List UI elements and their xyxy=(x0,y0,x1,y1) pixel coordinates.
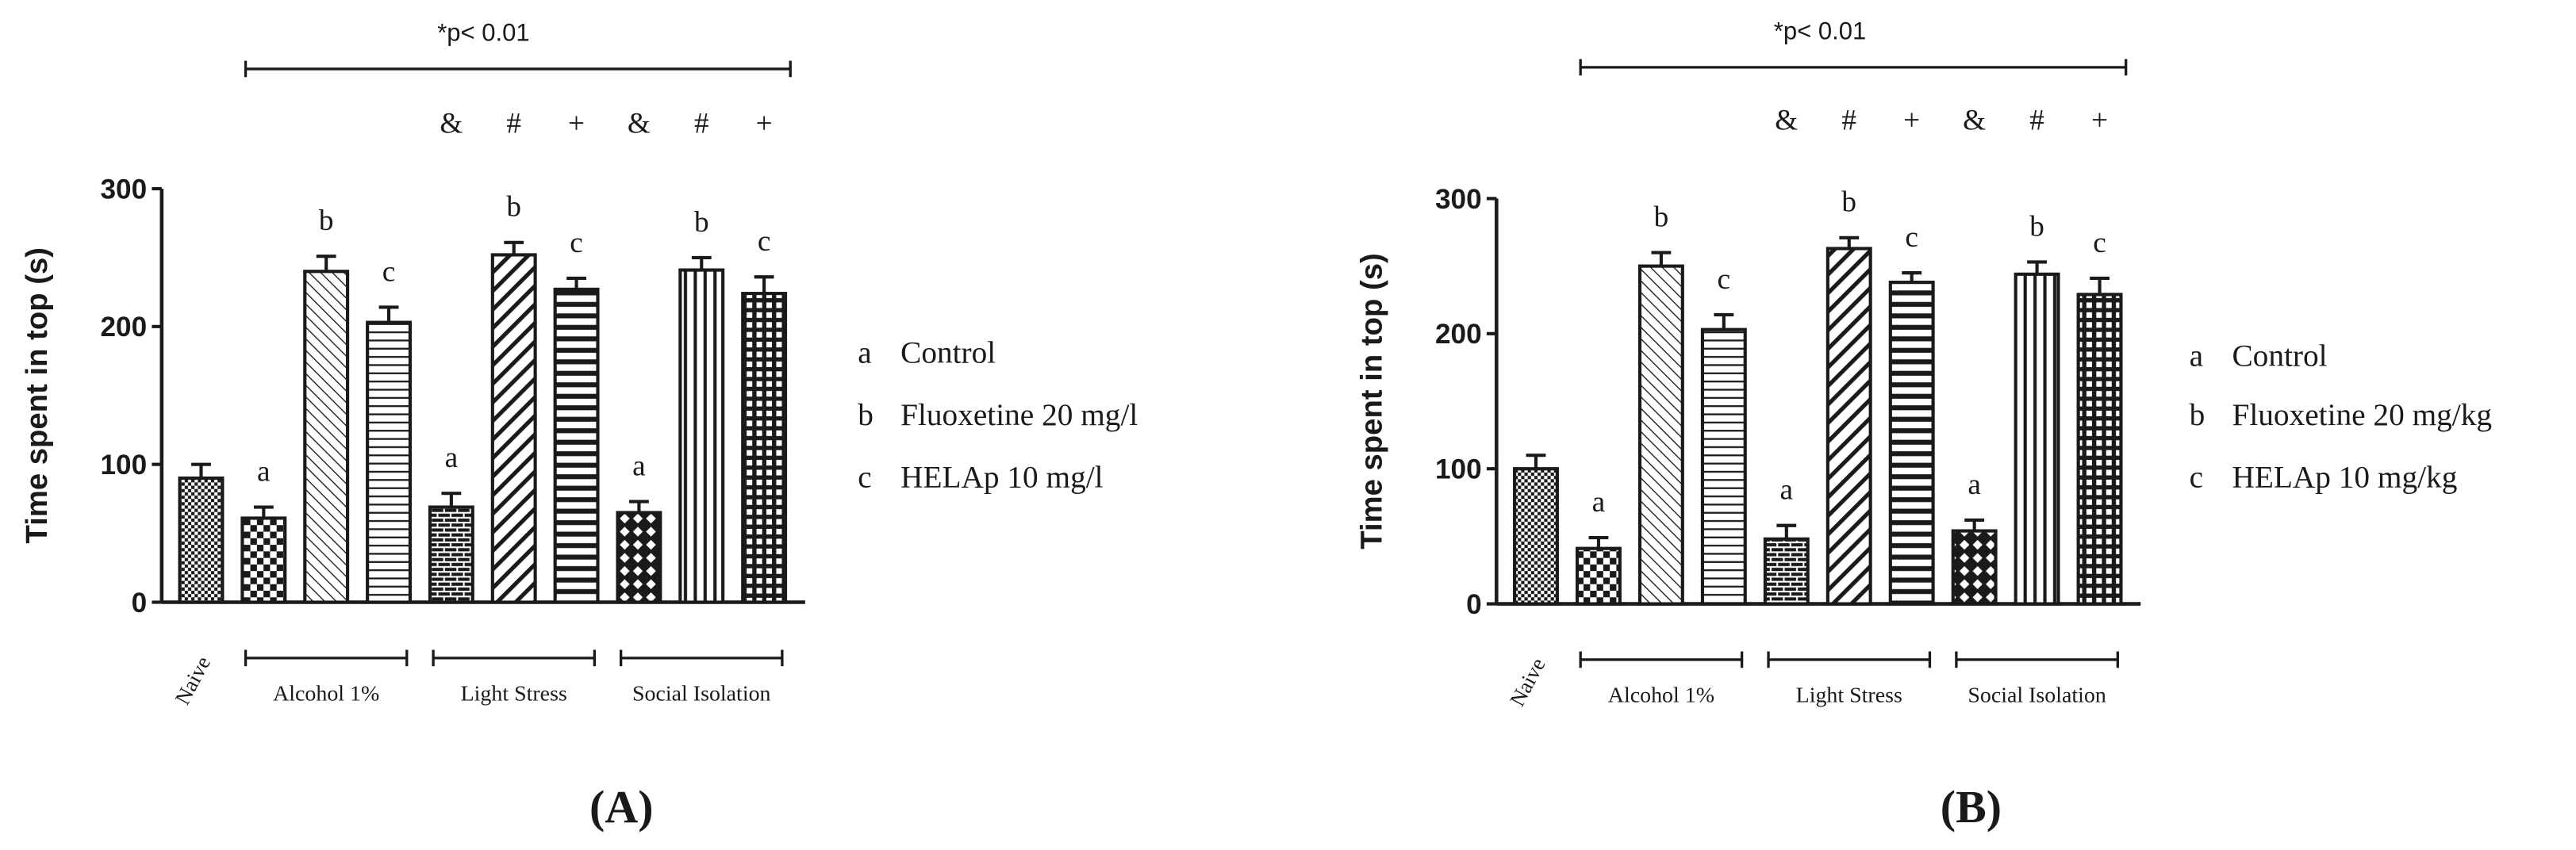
group-label: Light Stress xyxy=(461,682,567,706)
legend-text: Fluoxetine 20 mg/l xyxy=(900,397,1138,432)
significance-label: *p< 0.01 xyxy=(1774,17,1866,45)
significance-symbol: # xyxy=(2029,104,2044,136)
legend-key: a xyxy=(2190,338,2203,373)
bar-label: c xyxy=(1718,263,1731,296)
significance-symbol: # xyxy=(506,108,521,140)
bar-label: a xyxy=(1968,469,1981,501)
group-label: Alcohol 1% xyxy=(1608,683,1714,708)
significance-symbol: & xyxy=(628,108,651,140)
bar xyxy=(428,505,474,604)
significance-symbol: + xyxy=(1903,104,1920,136)
bar-label: b xyxy=(694,206,709,239)
legend-key: b xyxy=(858,397,873,432)
bar-label: c xyxy=(758,225,771,258)
significance-symbol: & xyxy=(440,108,463,140)
bar-label: b xyxy=(1654,201,1669,233)
significance-symbol: & xyxy=(1775,104,1798,136)
bar-label: a xyxy=(445,442,459,474)
bar-label: b xyxy=(1841,186,1856,219)
bar xyxy=(678,268,725,604)
y-tick-label: 300 xyxy=(1435,184,1482,215)
legend-key: c xyxy=(2190,460,2203,495)
group-label: Alcohol 1% xyxy=(273,682,379,706)
bar xyxy=(303,270,350,604)
y-axis-label: Time spent in top (s) xyxy=(1354,253,1388,549)
y-tick-label: 200 xyxy=(1435,319,1482,350)
y-tick-label: 0 xyxy=(132,588,148,618)
group-label: Social Isolation xyxy=(1968,683,2106,708)
bar xyxy=(240,516,287,604)
bar xyxy=(741,292,788,604)
group-label-naive: Naive xyxy=(1505,654,1550,710)
significance-symbol: + xyxy=(568,108,585,140)
bar xyxy=(2014,272,2060,606)
bar xyxy=(178,476,225,604)
bar-label: a xyxy=(632,450,646,482)
bar-label: c xyxy=(382,255,396,288)
group-label-naive: Naive xyxy=(171,653,216,709)
bar xyxy=(1637,264,1684,606)
significance-label: *p< 0.01 xyxy=(437,19,529,47)
significance-symbol: & xyxy=(1963,104,1986,136)
bar xyxy=(1763,537,1810,606)
y-axis-label: Time spent in top (s) xyxy=(20,247,54,543)
significance-symbol: # xyxy=(1841,104,1856,136)
bar xyxy=(490,253,537,604)
significance-symbol: + xyxy=(756,108,773,140)
y-tick-label: 300 xyxy=(101,174,148,205)
bar xyxy=(1575,546,1622,606)
bar-label: c xyxy=(1905,221,1918,254)
bar-label: a xyxy=(1592,486,1606,519)
bar xyxy=(1888,280,1935,606)
bar-label: b xyxy=(506,191,521,224)
bar xyxy=(1513,467,1559,606)
bar-label: c xyxy=(2093,227,2106,259)
group-label: Social Isolation xyxy=(632,682,771,706)
panel-label: (B) xyxy=(1941,781,2002,833)
bar xyxy=(366,320,413,604)
bar xyxy=(616,511,662,604)
significance-symbol: # xyxy=(694,108,709,140)
bar xyxy=(553,287,600,604)
significance-symbol: + xyxy=(2091,104,2108,136)
bar-label: b xyxy=(2029,210,2044,243)
legend-text: Control xyxy=(2232,338,2327,373)
y-tick-label: 100 xyxy=(1435,454,1482,485)
y-tick-label: 100 xyxy=(101,450,148,481)
bar xyxy=(1700,327,1747,606)
legend-key: a xyxy=(858,335,871,369)
legend-text: Fluoxetine 20 mg/kg xyxy=(2232,397,2492,432)
bar xyxy=(2076,293,2123,606)
legend-text: HELAp 10 mg/kg xyxy=(2232,460,2457,495)
legend-text: HELAp 10 mg/l xyxy=(900,460,1104,495)
bar-label: a xyxy=(257,455,271,488)
legend-text: Control xyxy=(900,335,996,369)
bar-label: b xyxy=(319,205,334,237)
y-tick-label: 0 xyxy=(1466,589,1482,620)
bar-label: a xyxy=(1780,474,1794,507)
legend-key: b xyxy=(2190,397,2206,432)
panel-label: (A) xyxy=(589,781,653,833)
group-label: Light Stress xyxy=(1796,683,1902,708)
y-tick-label: 200 xyxy=(101,312,148,343)
legend-key: c xyxy=(858,460,871,495)
bar-label: c xyxy=(570,227,583,259)
bar xyxy=(1825,247,1872,606)
bar xyxy=(1951,529,1998,606)
